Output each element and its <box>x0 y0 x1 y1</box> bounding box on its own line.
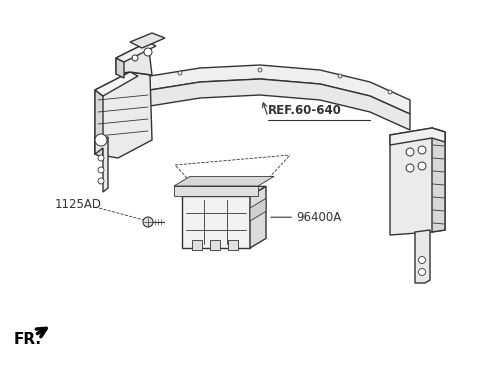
Circle shape <box>98 167 104 173</box>
Polygon shape <box>390 128 445 235</box>
Circle shape <box>406 164 414 172</box>
Polygon shape <box>182 187 266 196</box>
Polygon shape <box>415 230 430 283</box>
Circle shape <box>419 257 425 264</box>
Polygon shape <box>95 137 108 192</box>
Circle shape <box>98 178 104 184</box>
Text: 96400A: 96400A <box>296 211 341 224</box>
Circle shape <box>143 217 153 227</box>
Polygon shape <box>390 128 445 145</box>
Polygon shape <box>250 187 266 248</box>
Circle shape <box>132 55 138 61</box>
Text: 1125AD: 1125AD <box>55 199 102 211</box>
Circle shape <box>338 74 342 78</box>
Circle shape <box>406 148 414 156</box>
Circle shape <box>144 48 152 56</box>
Polygon shape <box>95 90 103 158</box>
Polygon shape <box>116 58 124 78</box>
Circle shape <box>418 146 426 154</box>
Polygon shape <box>110 65 410 114</box>
Polygon shape <box>192 240 202 250</box>
Circle shape <box>95 134 107 146</box>
Polygon shape <box>130 33 165 48</box>
Text: FR.: FR. <box>14 333 42 347</box>
Polygon shape <box>432 128 445 232</box>
Polygon shape <box>110 79 410 130</box>
Circle shape <box>98 155 104 161</box>
Circle shape <box>418 162 426 170</box>
Polygon shape <box>116 42 152 75</box>
Polygon shape <box>116 42 156 62</box>
Polygon shape <box>210 240 220 250</box>
Polygon shape <box>228 240 238 250</box>
Polygon shape <box>182 196 250 248</box>
Circle shape <box>388 90 392 94</box>
Polygon shape <box>250 199 266 221</box>
Polygon shape <box>174 186 258 196</box>
Circle shape <box>419 269 425 276</box>
Polygon shape <box>174 176 274 186</box>
Circle shape <box>258 68 262 72</box>
Polygon shape <box>95 72 152 158</box>
Polygon shape <box>95 72 138 96</box>
Circle shape <box>178 71 182 75</box>
Text: REF.60-640: REF.60-640 <box>268 104 342 117</box>
